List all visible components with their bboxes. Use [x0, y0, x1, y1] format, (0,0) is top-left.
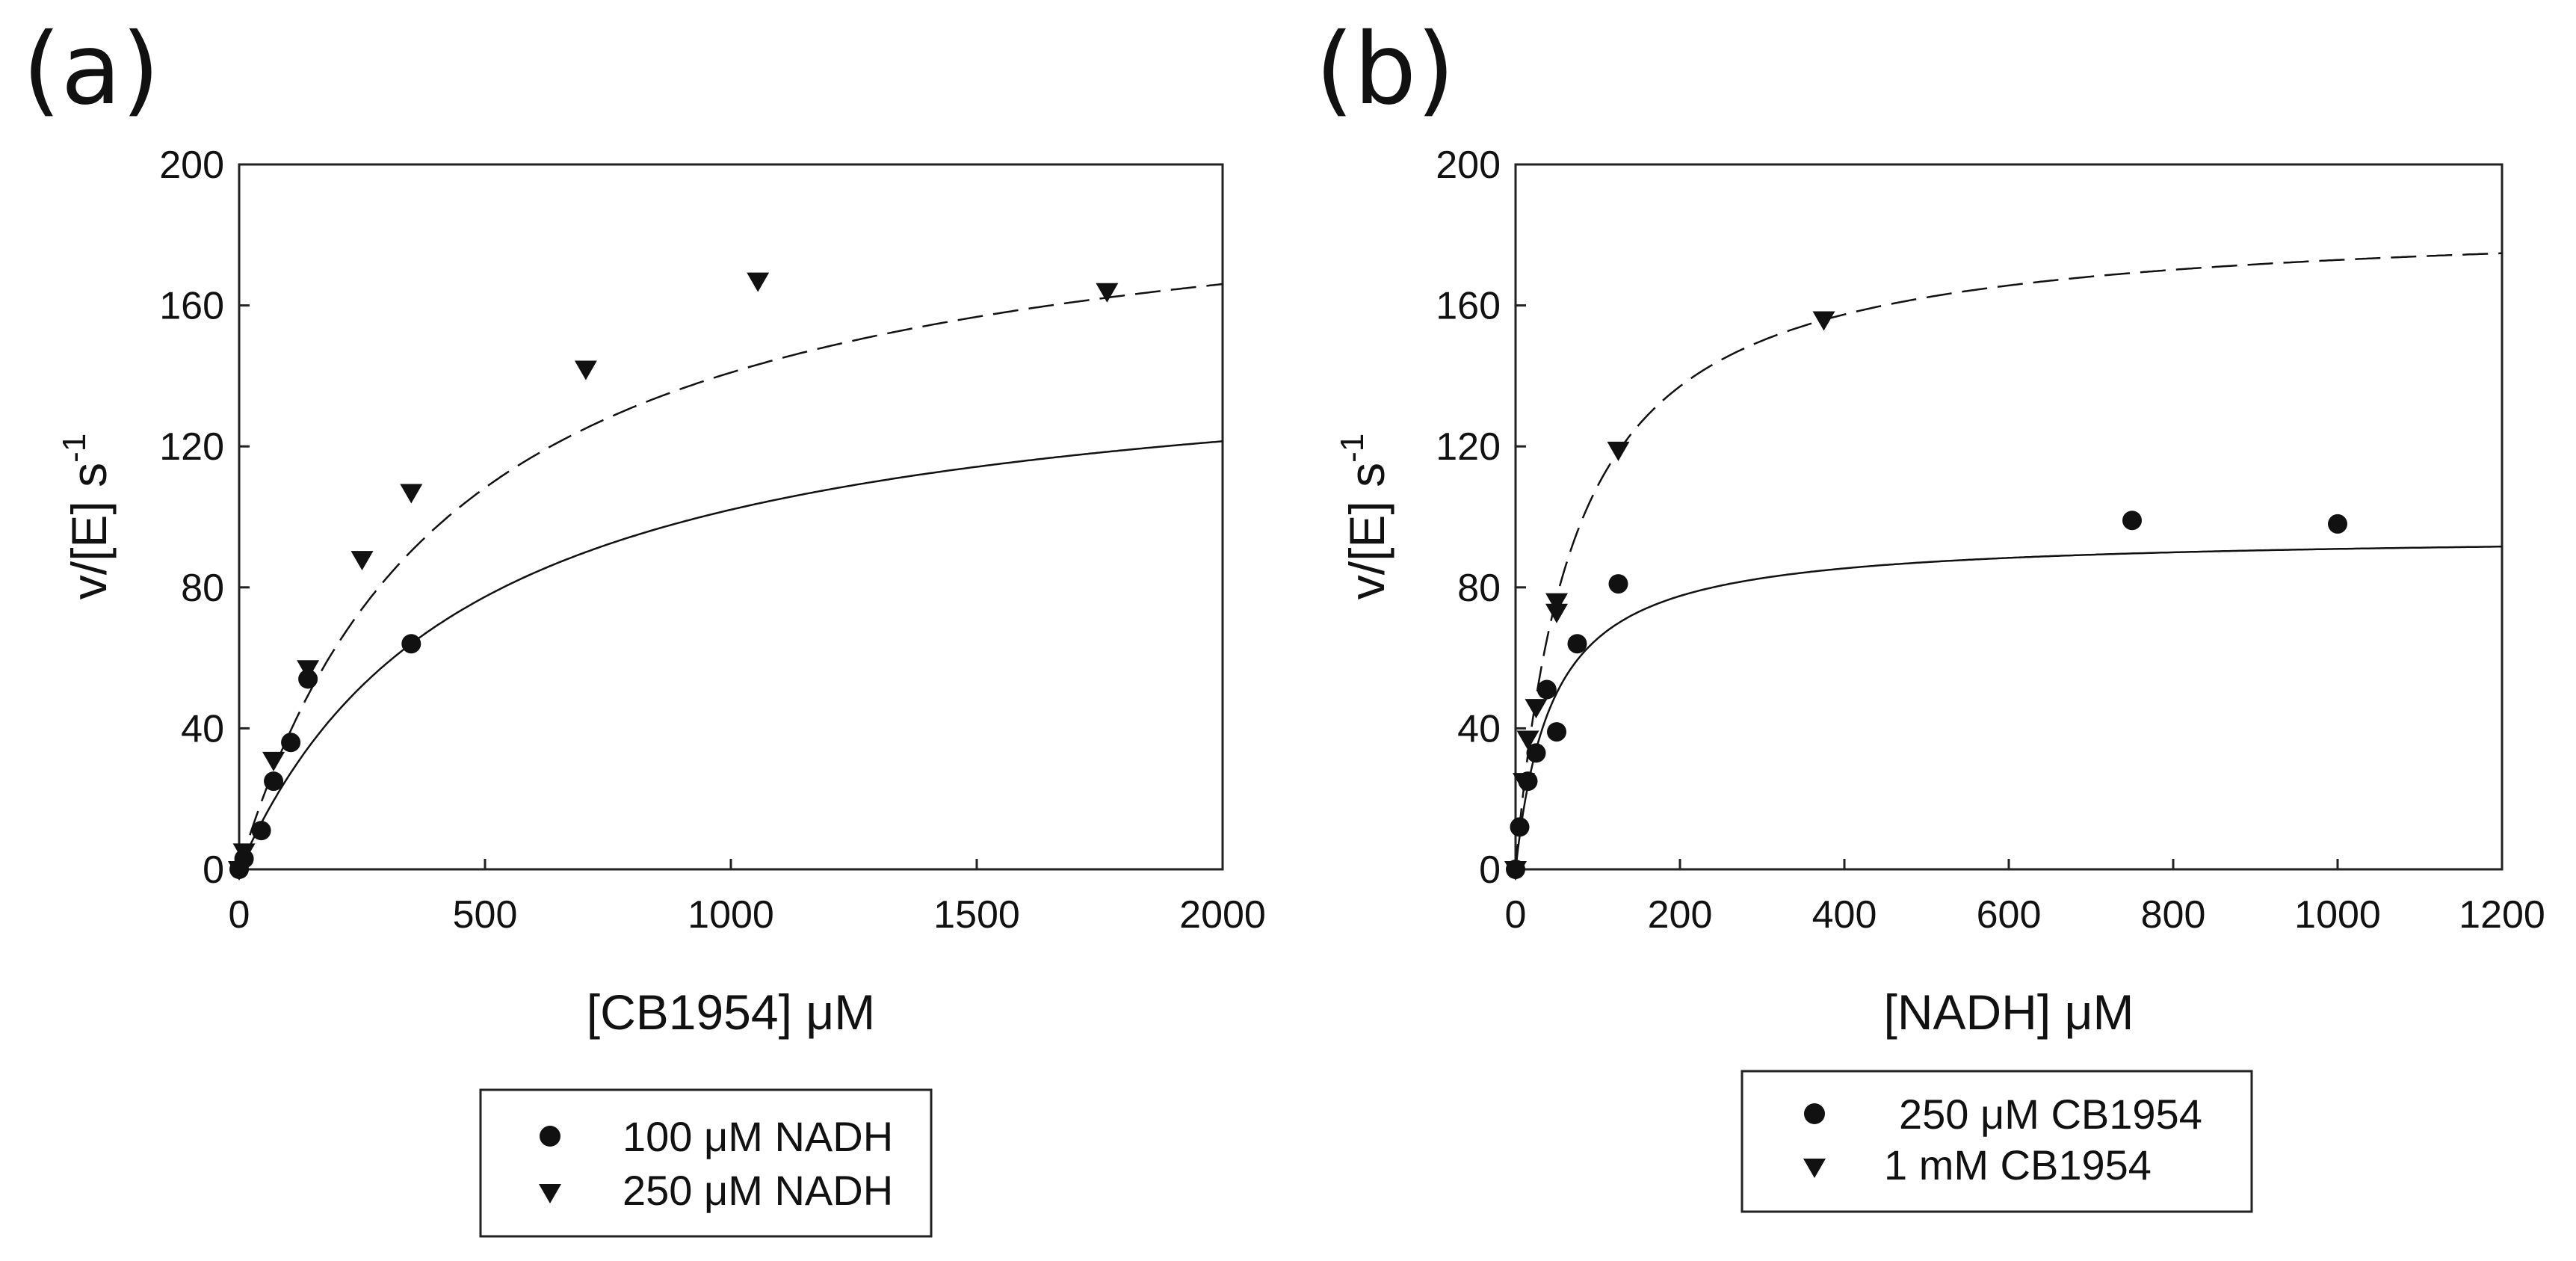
panel-a-x-ticks: 0 500 1000 1500 2000	[229, 859, 1266, 937]
legend-label-1mM-cb1954: 1 mM CB1954	[1884, 1141, 2152, 1188]
y-tick-label: 0	[203, 848, 224, 892]
x-tick-label: 1000	[2294, 893, 2381, 937]
y-tick-label: 40	[181, 707, 224, 750]
data-point-triangle	[1504, 861, 1527, 881]
data-point-triangle	[400, 484, 423, 504]
panel-b-plot-frame	[1514, 163, 2504, 871]
y-tick-label: 200	[1436, 144, 1501, 187]
panel-b-label: (b)	[1315, 12, 1455, 127]
panel-a-y-ticks: 0 40 80 120 160 200	[159, 144, 250, 892]
y-tick-label: 160	[159, 285, 224, 328]
legend-label-250uM-cb1954: 250 μM CB1954	[1899, 1091, 2202, 1138]
panel-b-y-axis-label-exponent: -1	[1334, 434, 1371, 463]
y-tick-label: 80	[181, 567, 224, 610]
panel-a-legend-box	[479, 1088, 933, 1238]
data-point-circle	[401, 634, 421, 654]
panel-b-legend-box	[1741, 1070, 2253, 1213]
data-point-triangle	[1516, 730, 1539, 750]
data-point-triangle	[1513, 773, 1535, 793]
data-point-triangle	[1096, 283, 1119, 303]
y-tick-label: 80	[1457, 567, 1501, 610]
legend-label-100uM-nadh: 100 μM NADH	[623, 1113, 893, 1160]
y-tick-label: 160	[1436, 285, 1501, 328]
data-point-triangle	[262, 751, 285, 771]
data-point-circle	[1510, 817, 1530, 837]
data-point-circle	[1526, 743, 1546, 763]
y-tick-label: 120	[1436, 425, 1501, 469]
x-tick-label: 1200	[2459, 893, 2545, 937]
y-tick-label: 0	[1479, 848, 1501, 892]
x-tick-label: 500	[453, 893, 518, 937]
data-point-triangle	[1812, 311, 1835, 331]
panel-b-y-axis-label-main: v/[E] s	[1339, 463, 1394, 599]
panel-a-plot-frame	[238, 163, 1224, 871]
data-point-circle	[281, 733, 301, 753]
fit-curve-250uM-cb1954	[1514, 546, 2502, 870]
panel-b-points	[1504, 311, 2347, 881]
panel-b: (b) 0 40 80 120 160 200 0 200 400 600 800 1000 1200…	[1315, 12, 2545, 1213]
data-point-circle	[2328, 514, 2347, 534]
y-tick-label: 40	[1457, 707, 1501, 750]
panel-b-y-axis-label: v/[E] s-1	[1334, 434, 1394, 600]
fit-curve-100uM-nadh	[238, 440, 1223, 870]
panel-b-y-ticks: 0 40 80 120 160 200	[1436, 144, 1526, 892]
legend-triangle-marker	[539, 1184, 561, 1203]
legend-label-250uM-nadh: 250 μM NADH	[623, 1167, 893, 1214]
panel-a: (a) 0 40 80 120 160 200 0 500 1000 1500 2000 [CB1…	[22, 12, 1266, 1238]
panel-a-y-axis-label-main: v/[E] s	[61, 463, 117, 599]
data-point-triangle	[1607, 441, 1630, 461]
legend-circle-marker	[1804, 1103, 1825, 1124]
x-tick-label: 600	[1977, 893, 2042, 937]
x-tick-label: 0	[229, 893, 250, 937]
data-point-triangle	[350, 551, 374, 571]
y-tick-label: 200	[159, 144, 224, 187]
panel-b-x-ticks: 0 200 400 600 800 1000 1200	[1505, 859, 2545, 937]
legend-circle-marker	[540, 1126, 560, 1147]
panel-a-legend: 100 μM NADH 250 μM NADH	[479, 1088, 933, 1238]
x-tick-label: 0	[1505, 893, 1527, 937]
data-point-circle	[2122, 511, 2142, 531]
data-point-triangle	[1545, 593, 1568, 613]
data-point-circle	[1536, 679, 1557, 700]
panel-b-x-axis-label: [NADH] μM	[1883, 984, 2134, 1040]
data-point-triangle	[747, 272, 770, 292]
fit-curve-1mM-cb1954	[1514, 252, 2503, 870]
data-point-triangle	[232, 843, 256, 863]
fit-curve-250uM-nadh	[238, 283, 1223, 870]
panel-b-legend: 250 μM CB1954 1 mM CB1954	[1741, 1070, 2253, 1213]
data-point-triangle	[574, 360, 597, 380]
y-tick-label: 120	[159, 425, 224, 469]
panel-a-y-axis-label: v/[E] s-1	[56, 434, 117, 600]
x-tick-label: 1000	[688, 893, 774, 937]
data-point-circle	[264, 771, 284, 792]
data-point-circle	[1547, 722, 1566, 742]
x-tick-label: 2000	[1179, 893, 1266, 937]
data-point-triangle	[1545, 603, 1568, 623]
data-point-circle	[1567, 634, 1587, 654]
x-tick-label: 200	[1648, 893, 1713, 937]
x-tick-label: 400	[1812, 893, 1877, 937]
x-tick-label: 800	[2141, 893, 2206, 937]
legend-triangle-marker	[1803, 1159, 1826, 1178]
data-point-circle	[251, 821, 271, 841]
data-point-triangle	[228, 861, 250, 881]
panel-a-y-axis-label-exponent: -1	[56, 434, 93, 463]
data-point-triangle	[297, 660, 320, 680]
panel-a-x-axis-label: [CB1954] μM	[587, 984, 876, 1040]
panel-a-points	[228, 272, 1119, 881]
data-point-circle	[1608, 574, 1628, 594]
x-tick-label: 1500	[933, 893, 1020, 937]
data-point-triangle	[1525, 699, 1548, 719]
panel-a-label: (a)	[22, 12, 160, 127]
